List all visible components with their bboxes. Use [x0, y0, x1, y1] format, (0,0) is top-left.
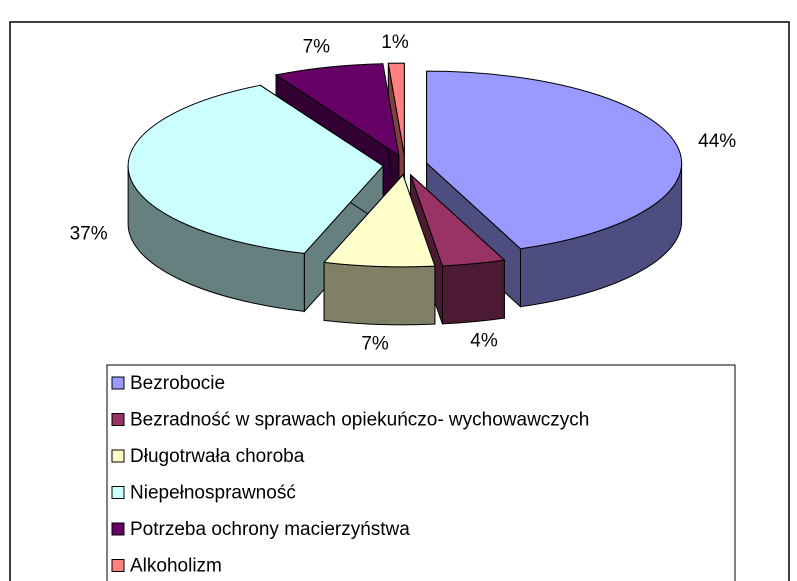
legend-label: Niepełnosprawność — [130, 483, 296, 504]
slice-top — [426, 70, 683, 250]
legend-swatch — [111, 413, 125, 426]
data-label: 44% — [698, 131, 736, 152]
legend-label: Długotrwała choroba — [130, 446, 305, 467]
legend-label: Alkoholizm — [130, 556, 222, 577]
data-label: 7% — [361, 334, 389, 355]
legend-swatch — [111, 486, 125, 499]
pie-slice — [409, 173, 506, 325]
slice-wall — [323, 261, 436, 326]
legend-swatch — [111, 522, 125, 536]
legend-label: Bezradność w sprawach opiekuńczo- wychow… — [130, 410, 589, 431]
slice-top — [409, 174, 506, 267]
legend-label: Potrzeba ochrony macierzyństwa — [130, 519, 410, 540]
data-label: 37% — [70, 224, 108, 245]
legend-box — [106, 364, 736, 581]
pie-slice — [127, 84, 384, 313]
legend-label: Bezrobocie — [130, 373, 225, 394]
legend-swatch — [111, 449, 125, 463]
slice-wall — [441, 259, 505, 325]
data-label: 7% — [303, 37, 331, 58]
pie-slice — [323, 173, 436, 326]
legend-swatch — [111, 559, 125, 572]
slice-top — [323, 173, 436, 268]
data-label: 1% — [381, 32, 409, 53]
slice-top — [274, 63, 400, 157]
legend-swatch — [111, 376, 125, 390]
slice-top — [387, 62, 405, 156]
slice-top — [127, 84, 384, 254]
data-label: 4% — [470, 330, 498, 351]
